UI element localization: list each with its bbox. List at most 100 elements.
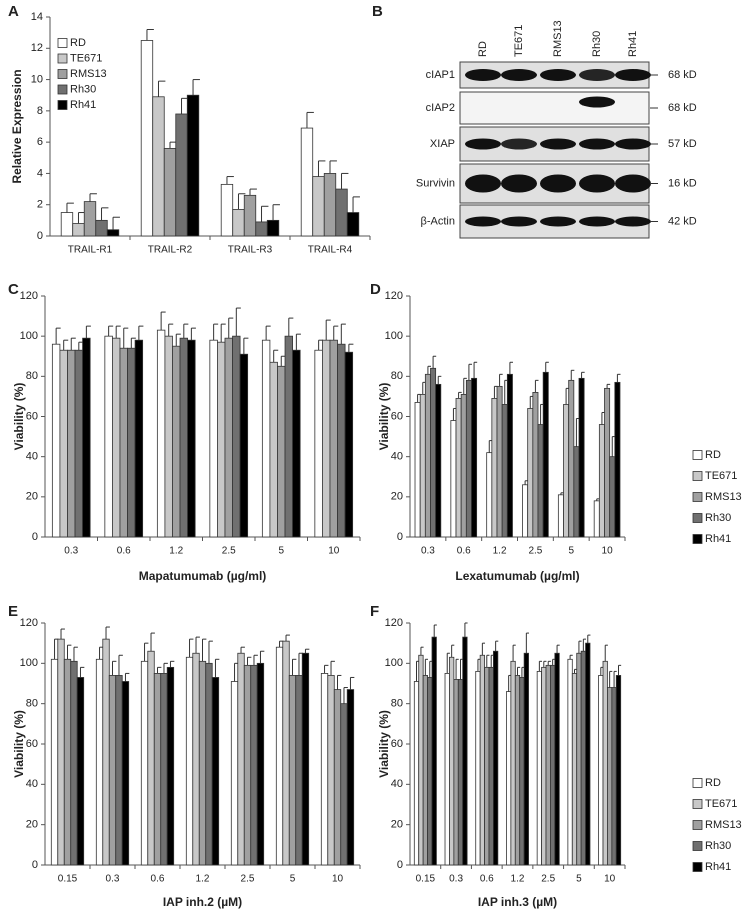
x-tick-label: 0.3 [106,874,120,885]
bar [527,408,534,538]
y-tick-label: 40 [26,778,38,790]
legend-swatch [57,53,68,64]
error-bar [112,660,117,676]
bar [282,640,290,866]
error-bar [285,634,290,642]
bar [414,402,421,538]
error-bar [130,337,136,349]
blot-band [540,69,576,81]
bar [453,679,459,866]
y-axis-title: Viability (%) [377,710,391,778]
size-label: 42 kD [668,215,697,227]
bar [292,349,301,538]
error-bar [455,658,459,680]
bar [164,335,173,538]
error-bar [509,361,513,375]
y-axis-title: Viability (%) [12,383,26,451]
blot-band [465,216,501,227]
error-bar [512,644,516,662]
bar [510,660,516,866]
x-tick-label: 10 [604,874,616,885]
bar [323,173,337,237]
bar [300,127,314,237]
protein-label: cIAP1 [426,69,455,81]
bar [457,679,464,866]
legend-swatch [692,820,703,830]
y-tick-label: 80 [26,698,38,710]
legend-label: Rh30 [705,840,731,852]
y-tick-label: 0 [397,531,403,543]
x-axis-title: Lexatumumab (µg/ml) [455,569,579,583]
error-bar [247,656,252,666]
error-bar [432,355,437,369]
error-bar [213,323,219,341]
x-axis-title: IAP inh.3 (µM) [478,895,557,909]
error-bar [617,664,622,676]
bar [614,381,621,538]
bar [413,681,420,866]
x-tick-label: 0.6 [151,874,165,885]
y-tick-label: 0 [32,531,38,543]
bar [471,377,478,538]
legend-label: TE671 [705,470,737,482]
bar [224,337,233,538]
blot-band [615,216,651,227]
lane-label: RD [477,41,489,57]
bar [346,212,360,237]
error-bar [89,193,97,202]
x-tick-label: 1.2 [511,874,525,885]
bar [465,379,472,538]
legend-label: Rh41 [70,99,96,111]
bar [121,681,130,866]
error-bar [295,333,301,351]
bar [255,221,268,237]
bar [340,703,348,866]
x-tick-label: 0.6 [117,546,131,557]
bar [585,642,591,866]
lane-label: Rh30 [591,31,603,57]
x-tick-label: 2.5 [222,546,236,557]
bar [607,687,613,866]
error-bar [183,323,189,339]
x-tick-label: 0.3 [64,546,78,557]
error-bar [349,676,355,690]
error-bar [73,646,78,662]
error-bar [324,664,329,674]
y-tick-label: 4 [37,167,43,179]
bar [431,636,437,866]
y-tick-label: 120 [20,290,38,302]
error-bar [70,337,76,351]
y-tick-label: 80 [26,370,38,382]
error-bar [115,325,121,339]
legend-label: RD [70,37,86,49]
error-bar [265,325,271,341]
bar [67,349,76,538]
bar [329,339,338,538]
y-tick-label: 80 [391,370,403,382]
bar [192,652,200,866]
blot-band [501,69,537,81]
bar [609,456,616,538]
protein-label: cIAP2 [426,102,455,114]
bar [486,452,493,538]
bar [450,420,457,538]
error-bar [108,325,114,337]
error-bar [543,660,547,668]
error-bar [226,176,234,185]
bar [314,349,323,538]
legend-swatch [57,69,68,79]
error-bar [273,349,279,363]
y-tick-label: 20 [391,491,403,503]
y-tick-label: 80 [391,698,403,710]
bar [277,365,286,538]
bar [156,329,166,538]
bar [232,335,241,538]
bar [63,658,72,866]
error-bar [329,160,337,174]
x-tick-label: 2.5 [528,546,542,557]
error-bar [228,317,234,339]
bar [102,638,110,866]
x-tick-label: TRAIL-R3 [228,245,273,256]
bar [496,385,503,538]
error-bar [437,375,442,385]
